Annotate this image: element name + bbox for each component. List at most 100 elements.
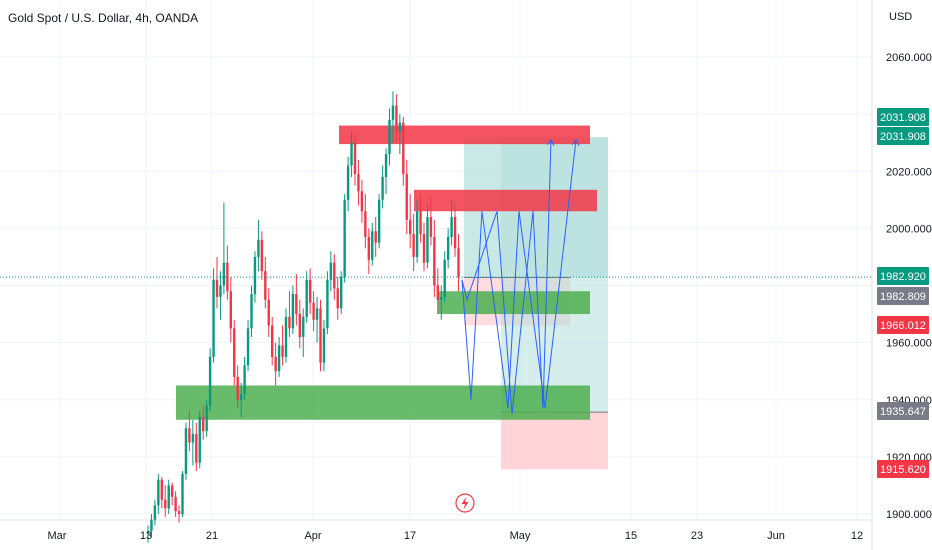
candle-body — [239, 394, 243, 400]
price-label-box — [877, 287, 929, 305]
candle-body — [281, 345, 284, 357]
candle-body — [188, 428, 191, 443]
candle-body — [371, 231, 374, 260]
candle-body — [391, 105, 395, 120]
candle-body — [402, 122, 405, 175]
lightning-icon[interactable] — [455, 493, 475, 513]
candle-body — [146, 531, 150, 534]
price-label-text: 1982.920 — [880, 271, 926, 283]
price-label-text: 1966.012 — [880, 320, 926, 332]
candle-body — [308, 279, 312, 303]
candle-body — [257, 239, 260, 257]
stop-zone — [501, 412, 608, 470]
candle-body — [446, 236, 450, 260]
chart-title: Gold Spot / U.S. Dollar, 4h, OANDA — [8, 11, 198, 25]
target-zone — [501, 137, 608, 413]
candle-body — [184, 428, 188, 475]
candle-body — [153, 505, 157, 520]
price-label-text: 1935.647 — [880, 406, 926, 418]
price-label-box — [877, 316, 929, 334]
candle-body — [302, 316, 305, 337]
candle-body — [333, 262, 336, 289]
projection-path — [461, 139, 552, 415]
price-label-text: 1982.809 — [880, 291, 926, 303]
price-label-box — [877, 402, 929, 420]
chart-grid — [0, 0, 873, 550]
candle-body — [181, 474, 184, 514]
candle-body — [205, 405, 208, 432]
candle-body — [284, 316, 288, 357]
candle-body — [191, 434, 195, 443]
time-axis[interactable]: Mar 13 Apr 17 May 15 23 Jun 12 21 — [48, 530, 864, 542]
candle-body — [277, 345, 281, 372]
price-tick-label: 1960.000 — [886, 338, 932, 350]
candle-body — [164, 499, 167, 509]
candle-body — [215, 279, 219, 297]
candle-body — [271, 325, 274, 357]
candle-body — [374, 231, 377, 243]
candle-body — [233, 328, 236, 377]
candle-body — [450, 216, 453, 237]
candle-body — [250, 294, 253, 329]
candle-body — [298, 314, 301, 337]
candle-body — [319, 308, 322, 363]
candle-body — [426, 216, 429, 263]
candle-body — [170, 485, 174, 497]
candle-body — [433, 236, 436, 286]
candle-body — [419, 211, 422, 235]
candle-body — [312, 302, 315, 320]
candle-body — [246, 328, 250, 366]
candle-body — [398, 122, 402, 132]
price-label-text: 1915.620 — [880, 464, 926, 476]
candle-body — [346, 165, 350, 200]
price-tick-label: 2060.000 — [886, 52, 932, 64]
price-zones — [176, 125, 608, 470]
candle-body — [195, 434, 198, 463]
candle-body — [350, 142, 353, 166]
candle-body — [260, 239, 264, 272]
candle-body — [412, 234, 415, 257]
candle-body — [377, 199, 381, 243]
time-tick-label: Mar — [48, 530, 67, 542]
candle-body — [243, 365, 246, 395]
candle-body — [353, 142, 357, 175]
candle-body — [198, 416, 201, 463]
resistance-zone — [414, 189, 597, 212]
candle-body — [395, 105, 398, 132]
candle-body — [150, 519, 153, 532]
time-tick-label: May — [510, 530, 531, 542]
candle-body — [264, 271, 267, 300]
candle-body — [422, 234, 426, 263]
candle-body — [157, 479, 160, 506]
price-labels: 2031.908 2031.908 1982.920 1982.809 1966.012… — [877, 108, 929, 478]
candle-body — [305, 279, 308, 317]
candle-body — [405, 174, 408, 220]
time-tick-label: 15 — [625, 530, 637, 542]
candle-body — [177, 511, 181, 514]
candle-body — [212, 279, 215, 357]
candle-body — [384, 154, 388, 177]
candle-body — [336, 288, 339, 309]
candle-body — [236, 376, 239, 400]
price-label-box — [877, 108, 929, 126]
candle-body — [360, 191, 364, 212]
price-label-box — [877, 460, 929, 478]
time-tick-label: Apr — [304, 530, 321, 542]
price-tick-label: 2000.000 — [886, 223, 932, 235]
candle-body — [202, 416, 205, 432]
candle-body — [229, 291, 232, 329]
price-label-box — [877, 267, 929, 285]
candle-body — [267, 299, 270, 326]
price-label-box — [877, 127, 929, 145]
time-tick-label: Jun — [767, 530, 785, 542]
candle-body — [440, 296, 443, 300]
candle-body — [415, 211, 419, 257]
candle-body — [429, 216, 433, 237]
time-tick-label: 12 — [851, 530, 863, 542]
candle-body — [436, 285, 439, 300]
candle-body — [381, 176, 384, 200]
candle-body — [457, 248, 460, 277]
candle-body — [329, 262, 333, 280]
candle-body — [274, 356, 277, 372]
